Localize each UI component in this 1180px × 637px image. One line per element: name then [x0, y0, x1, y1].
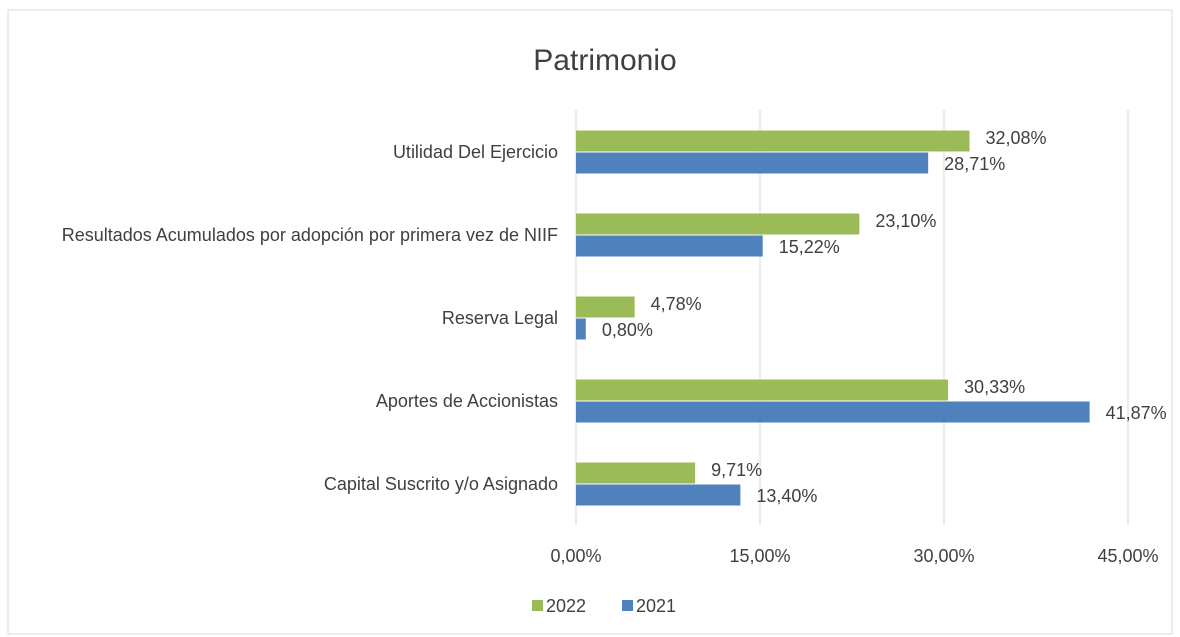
category-label-box: Aportes de Accionistas — [20, 361, 558, 441]
bar — [576, 401, 1090, 423]
category-label-box: Reserva Legal — [20, 278, 558, 358]
bar — [576, 484, 741, 506]
y-tick-label: Reserva Legal — [441, 307, 558, 328]
chart-title: Patrimonio — [533, 44, 676, 77]
category-label-box: Resultados Acumulados por adopción por p… — [20, 195, 558, 275]
legend-label: 2022 — [546, 596, 586, 616]
data-label: 13,40% — [756, 486, 817, 506]
legend-swatch — [622, 600, 633, 611]
y-tick-label: Utilidad Del Ejercicio — [392, 141, 558, 162]
x-tick-label: 30,00% — [913, 546, 974, 566]
data-label: 28,71% — [944, 154, 1005, 174]
data-label: 15,22% — [779, 237, 840, 257]
data-label: 32,08% — [986, 128, 1047, 148]
bar — [576, 213, 860, 235]
y-tick-label: Resultados Acumulados por adopción por p… — [61, 224, 558, 245]
category-label-box: Utilidad Del Ejercicio — [20, 112, 558, 192]
legend-swatch — [532, 600, 543, 611]
bar — [576, 235, 763, 257]
y-tick-label: Aportes de Accionistas — [375, 390, 558, 411]
legend-label: 2021 — [636, 596, 676, 616]
data-label: 23,10% — [875, 211, 936, 231]
x-tick-label: 0,00% — [550, 546, 601, 566]
x-tick-label: 45,00% — [1097, 546, 1158, 566]
category-label-box: Capital Suscrito y/o Asignado — [20, 444, 558, 524]
bar — [576, 296, 635, 318]
data-label: 30,33% — [964, 377, 1025, 397]
x-tick-label: 15,00% — [729, 546, 790, 566]
data-label: 4,78% — [651, 294, 702, 314]
bar — [576, 130, 970, 152]
data-label: 9,71% — [711, 460, 762, 480]
bar — [576, 379, 949, 401]
bar — [576, 462, 696, 484]
y-tick-label: Capital Suscrito y/o Asignado — [323, 473, 558, 494]
bar — [576, 152, 929, 174]
chart-border — [7, 9, 1173, 635]
data-label: 41,87% — [1106, 403, 1167, 423]
data-label: 0,80% — [602, 320, 653, 340]
bar — [576, 318, 586, 340]
